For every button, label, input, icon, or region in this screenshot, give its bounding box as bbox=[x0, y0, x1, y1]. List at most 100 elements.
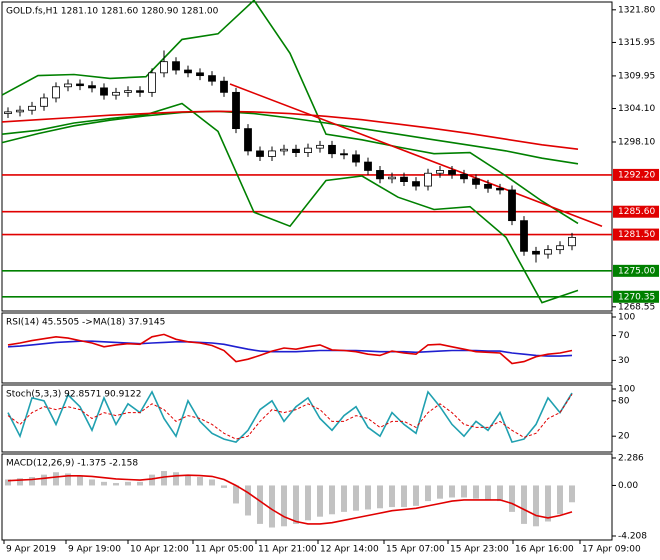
x-tick-label: 11 Apr 21:00 bbox=[258, 545, 317, 555]
histogram-bar bbox=[257, 485, 263, 524]
histogram-bar bbox=[353, 485, 359, 511]
histogram-bar bbox=[281, 485, 287, 527]
candle-body bbox=[364, 161, 372, 171]
histogram-bar bbox=[77, 475, 83, 486]
x-tick-label: 16 Apr 16:00 bbox=[515, 545, 574, 555]
y-tick-label: 1309.95 bbox=[618, 71, 655, 81]
histogram-bar bbox=[533, 485, 539, 527]
histogram-bar bbox=[317, 485, 323, 517]
histogram-bar bbox=[485, 485, 491, 500]
level-label-box bbox=[613, 290, 659, 303]
y-tick-label: 1298.10 bbox=[618, 137, 655, 147]
histogram-bar bbox=[221, 485, 227, 488]
candle-body bbox=[556, 245, 564, 251]
panel-title: MACD(12,26,9) -1.375 -2.158 bbox=[6, 459, 138, 469]
level-label: 1292.20 bbox=[618, 170, 655, 180]
candle-body bbox=[160, 61, 168, 74]
candle-body bbox=[136, 90, 144, 93]
candle-body bbox=[448, 170, 456, 175]
histogram-bar bbox=[497, 485, 503, 502]
x-tick-label: 15 Apr 07:00 bbox=[386, 545, 445, 555]
histogram-bar bbox=[17, 478, 23, 486]
candle-body bbox=[316, 144, 324, 149]
candle-body bbox=[436, 170, 444, 174]
candle-body bbox=[388, 176, 396, 180]
candle-body bbox=[208, 75, 216, 82]
candle-body bbox=[484, 183, 492, 189]
candle-body bbox=[496, 187, 504, 191]
candle-body bbox=[376, 170, 384, 180]
histogram-bar bbox=[569, 485, 575, 503]
indicator-line bbox=[1, 110, 579, 165]
histogram-bar bbox=[509, 485, 515, 512]
candle-body bbox=[4, 111, 12, 114]
candle-body bbox=[532, 250, 540, 255]
histogram-bar bbox=[377, 485, 383, 509]
x-tick-label: 10 Apr 12:00 bbox=[130, 545, 189, 555]
candle-body bbox=[148, 72, 156, 93]
y-tick-label: 0.00 bbox=[618, 481, 638, 491]
indicator-line bbox=[1, 110, 579, 150]
y-tick-label: 20 bbox=[618, 432, 630, 442]
level-label-box bbox=[613, 264, 659, 277]
panel-frame bbox=[1, 453, 613, 541]
indicator-line bbox=[7, 474, 573, 525]
y-tick-label: -4.208 bbox=[618, 532, 647, 542]
candle-body bbox=[568, 236, 576, 247]
level-label: 1285.60 bbox=[618, 207, 655, 217]
histogram-bar bbox=[449, 485, 455, 498]
x-tick-label: 11 Apr 05:00 bbox=[195, 545, 254, 555]
panel-title: RSI(14) 45.5505 ->MA(18) 37.9145 bbox=[6, 318, 165, 328]
histogram-bar bbox=[401, 485, 407, 508]
histogram-bar bbox=[341, 485, 347, 512]
candle-body bbox=[328, 144, 336, 155]
histogram-bar bbox=[413, 485, 419, 506]
histogram-bar bbox=[185, 474, 191, 486]
panel-frame bbox=[1, 1, 613, 312]
histogram-bar bbox=[305, 485, 311, 521]
candle-body bbox=[268, 150, 276, 157]
histogram-bar bbox=[365, 485, 371, 510]
level-label: 1275.00 bbox=[618, 266, 655, 276]
candle-body bbox=[400, 176, 408, 182]
histogram-bar bbox=[89, 479, 95, 486]
level-label-box bbox=[613, 205, 659, 218]
y-tick-label: 30 bbox=[618, 356, 630, 366]
histogram-bar bbox=[113, 483, 119, 486]
candle-body bbox=[544, 249, 552, 255]
histogram-bar bbox=[53, 472, 59, 486]
histogram-bar bbox=[389, 485, 395, 508]
candle-body bbox=[424, 172, 432, 187]
histogram-bar bbox=[137, 481, 143, 486]
y-tick-label: 100 bbox=[618, 313, 635, 323]
panel-title: Stoch(5,3,3) 92.8571 90.9122 bbox=[6, 390, 141, 400]
candle-body bbox=[460, 173, 468, 180]
x-tick-label: 15 Apr 23:00 bbox=[450, 545, 509, 555]
histogram-bar bbox=[101, 481, 107, 486]
y-tick-label: 1315.95 bbox=[618, 38, 655, 48]
candle-body bbox=[16, 109, 24, 113]
candle-body bbox=[88, 85, 96, 89]
candle-body bbox=[412, 181, 420, 187]
indicator-line bbox=[7, 390, 573, 444]
y-tick-label: 80 bbox=[618, 396, 630, 406]
candle-body bbox=[28, 105, 36, 111]
histogram-bar bbox=[29, 477, 35, 486]
histogram-bar bbox=[329, 485, 335, 515]
candle-body bbox=[40, 97, 48, 107]
candle-body bbox=[508, 189, 516, 222]
panel-frame bbox=[1, 312, 613, 384]
histogram-bar bbox=[65, 473, 71, 486]
indicator-line bbox=[1, 0, 579, 225]
histogram-bar bbox=[473, 485, 479, 499]
candle-body bbox=[52, 86, 60, 99]
histogram-bar bbox=[5, 479, 11, 486]
histogram-bar bbox=[245, 485, 251, 516]
indicator-line bbox=[229, 83, 603, 227]
histogram-bar bbox=[437, 485, 443, 499]
panel-frame bbox=[1, 384, 613, 453]
level-label-box bbox=[613, 228, 659, 241]
histogram-bar bbox=[521, 485, 527, 524]
